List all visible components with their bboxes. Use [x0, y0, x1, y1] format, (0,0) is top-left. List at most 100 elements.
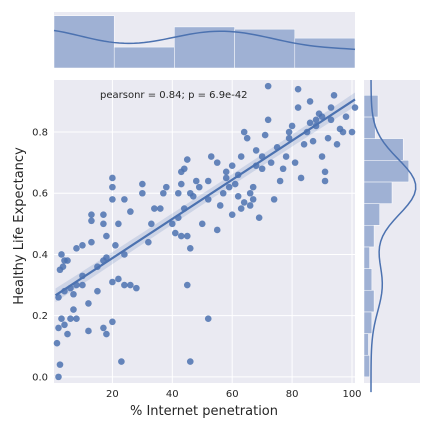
data-point: [121, 251, 128, 258]
data-point: [285, 128, 293, 136]
data-point: [321, 168, 329, 176]
data-point: [177, 232, 185, 240]
pearson-annotation: pearsonr = 0.84; p = 6.9e-42: [100, 90, 248, 101]
data-point: [321, 177, 329, 185]
data-point: [73, 315, 80, 323]
data-point: [109, 183, 116, 191]
data-point: [204, 315, 212, 323]
data-point: [219, 189, 227, 197]
y-tick-label: 0.2: [32, 311, 48, 322]
data-point: [318, 113, 326, 121]
data-point: [204, 177, 212, 185]
data-point: [186, 358, 194, 365]
data-point: [264, 82, 272, 90]
data-point: [192, 177, 200, 185]
data-point: [213, 226, 221, 234]
data-point: [231, 180, 239, 188]
data-point: [294, 104, 302, 111]
data-point: [53, 339, 61, 347]
data-point: [127, 281, 134, 289]
data-point: [327, 104, 335, 111]
data-point: [100, 220, 107, 228]
y-hist-bar: [363, 181, 393, 204]
data-point: [249, 183, 257, 191]
data-point: [121, 196, 128, 203]
data-point: [70, 290, 77, 298]
data-point: [300, 140, 308, 148]
data-point: [88, 217, 95, 225]
data-point: [127, 208, 134, 215]
data-point: [64, 257, 71, 264]
data-point: [228, 211, 236, 218]
data-point: [56, 361, 64, 368]
data-point: [70, 306, 77, 313]
data-point: [261, 131, 269, 139]
y-tick-label: 0.8: [32, 128, 48, 139]
data-point: [109, 278, 116, 286]
data-point: [189, 193, 197, 200]
data-point: [103, 254, 110, 261]
data-point: [183, 156, 191, 163]
data-point: [291, 159, 299, 166]
data-point: [237, 205, 245, 212]
data-point: [169, 220, 176, 228]
y-tick-label: 0.4: [32, 250, 48, 261]
data-point: [61, 321, 68, 329]
data-point: [258, 165, 266, 173]
y-hist-bar: [363, 225, 375, 248]
data-point: [59, 263, 67, 270]
data-point: [145, 238, 152, 246]
data-point: [225, 183, 233, 191]
data-point: [151, 205, 158, 212]
data-point: [67, 315, 74, 323]
x-hist-bar: [174, 26, 235, 69]
data-point: [100, 324, 107, 332]
data-point: [55, 373, 62, 381]
data-point: [58, 251, 65, 258]
y-axis-label: Healthy Life Expectancy: [12, 147, 27, 305]
x-tick-label: 80: [286, 389, 299, 400]
data-point: [133, 284, 140, 292]
data-point: [85, 327, 92, 335]
data-point: [177, 180, 185, 188]
data-point: [228, 162, 236, 169]
data-point: [246, 189, 254, 197]
data-point: [252, 147, 260, 154]
x-kde-curve: [53, 29, 356, 51]
data-point: [186, 245, 194, 252]
data-point: [115, 220, 122, 228]
y-hist-bar: [363, 203, 380, 226]
y-tick-label: 0.0: [32, 372, 48, 383]
data-point: [198, 220, 206, 228]
x-tick-label: 60: [226, 389, 239, 400]
data-point: [264, 116, 272, 124]
y-hist-bar: [363, 289, 375, 313]
y-tick-label: 0.6: [32, 189, 48, 200]
data-point: [103, 232, 110, 240]
data-point: [342, 113, 350, 121]
data-point: [249, 196, 257, 203]
data-point: [339, 128, 347, 136]
data-point: [195, 183, 203, 191]
regression-line: [54, 98, 356, 297]
x-hist-bar: [113, 46, 175, 69]
x-tick-label: 40: [166, 389, 179, 400]
data-point: [183, 281, 191, 289]
data-point: [216, 202, 224, 209]
data-point: [100, 211, 107, 218]
y-hist-bar: [363, 333, 369, 356]
x-tick-label: 20: [106, 389, 119, 400]
data-point: [118, 358, 125, 365]
data-point: [267, 159, 275, 166]
data-point: [318, 153, 326, 160]
data-point: [55, 324, 62, 332]
data-point: [109, 318, 116, 326]
data-point: [73, 245, 80, 252]
data-point: [180, 165, 188, 173]
data-point: [312, 116, 320, 124]
data-point: [139, 180, 146, 188]
data-point: [121, 281, 128, 289]
data-point: [88, 211, 95, 218]
x-hist-bar: [234, 28, 296, 69]
